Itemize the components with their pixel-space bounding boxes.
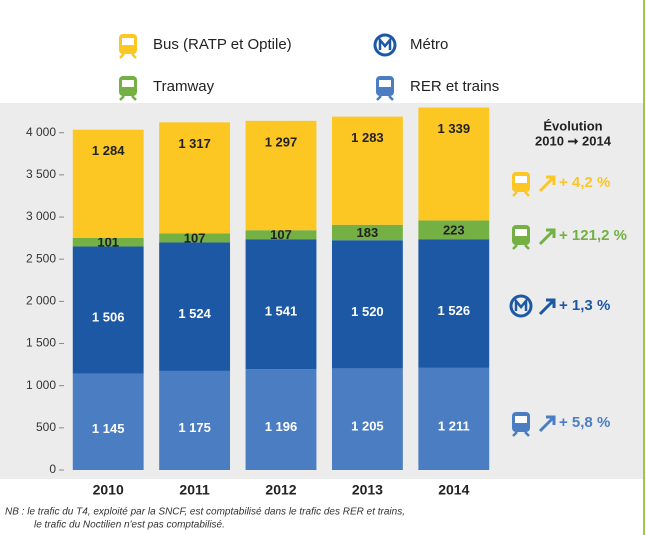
y-tick-label: 3 500 — [26, 167, 56, 181]
icon — [514, 297, 528, 311]
bar-segment — [331, 116, 403, 225]
bar-segment — [331, 240, 403, 369]
bar-segment — [159, 370, 231, 470]
bar-segment — [159, 242, 231, 371]
icon — [376, 95, 394, 101]
legend-label: RER et trains — [410, 78, 499, 95]
value-label: 1 520 — [351, 304, 384, 319]
value-label: 1 524 — [178, 306, 211, 321]
icon — [122, 80, 134, 87]
bar-segment — [72, 246, 144, 374]
value-label: 1 145 — [92, 421, 125, 436]
y-tick-label: 1 000 — [26, 378, 56, 392]
bar-segment — [418, 220, 490, 240]
bar-segment — [418, 107, 490, 221]
x-tick-label: 2010 — [93, 482, 124, 498]
value-label: 1 541 — [265, 304, 298, 319]
value-label: 1 526 — [438, 303, 471, 318]
bar-segment — [72, 373, 144, 470]
bar-segment — [159, 122, 231, 234]
icon — [512, 191, 530, 197]
icon — [379, 80, 391, 87]
value-label: 1 196 — [265, 419, 298, 434]
icon — [515, 229, 527, 236]
icon — [373, 33, 397, 57]
trend-arrow — [538, 298, 556, 316]
footnote: NB : le trafic du T4, exploité par la SN… — [5, 507, 405, 518]
value-label: 1 317 — [178, 136, 211, 151]
bar-segment — [245, 230, 317, 240]
evolution-label: + 1,3 % — [559, 297, 610, 314]
icon — [122, 38, 134, 45]
y-tick-label: 2 000 — [26, 294, 56, 308]
bar-segment — [245, 120, 317, 231]
y-tick-label: 500 — [36, 420, 56, 434]
value-label: 223 — [443, 222, 465, 237]
trend-arrow — [538, 175, 556, 193]
bar-segment — [331, 224, 403, 241]
value-label: 101 — [97, 235, 119, 250]
value-label: 1 297 — [265, 134, 298, 149]
evolution-period: 2010 ➞ 2014 — [535, 133, 612, 148]
evolution-label: + 4,2 % — [559, 174, 610, 191]
trend-arrow — [538, 228, 556, 246]
legend-label: Tramway — [153, 78, 215, 95]
bar-segment — [418, 367, 490, 470]
bar-segment — [245, 369, 317, 470]
y-tick-label: 1 500 — [26, 336, 56, 350]
icon — [512, 431, 530, 437]
icon — [378, 36, 392, 50]
value-label: 107 — [184, 230, 206, 245]
x-tick-label: 2013 — [352, 482, 383, 498]
legend-label: Métro — [410, 36, 448, 53]
bar-segment — [72, 237, 144, 247]
icon — [119, 53, 137, 59]
evolution-title: Évolution — [543, 118, 602, 133]
bar-segment — [245, 239, 317, 370]
y-tick-label: 0 — [49, 462, 56, 476]
y-tick-label: 2 500 — [26, 251, 56, 265]
value-label: 1 339 — [438, 121, 471, 136]
icon — [512, 244, 530, 250]
icon — [515, 416, 527, 423]
evolution-label: + 5,8 % — [559, 414, 610, 431]
value-label: 1 506 — [92, 309, 125, 324]
trend-arrow — [538, 415, 556, 433]
icon — [515, 176, 527, 183]
y-tick-label: 4 000 — [26, 125, 56, 139]
value-label: 1 175 — [178, 420, 211, 435]
icon — [509, 294, 533, 318]
value-label: 1 284 — [92, 143, 125, 158]
x-tick-label: 2012 — [265, 482, 296, 498]
bar-segment — [418, 239, 490, 368]
evolution-label: + 121,2 % — [559, 227, 627, 244]
icon — [119, 95, 137, 101]
value-label: 107 — [270, 227, 292, 242]
value-label: 183 — [357, 225, 379, 240]
bar-segment — [159, 233, 231, 243]
value-label: 1 283 — [351, 130, 384, 145]
y-tick-label: 3 000 — [26, 209, 56, 223]
bar-segment — [72, 129, 144, 238]
legend-label: Bus (RATP et Optile) — [153, 36, 292, 53]
x-tick-label: 2014 — [438, 482, 469, 498]
footnote: le trafic du Noctilien n'est pas comptab… — [34, 520, 225, 531]
value-label: 1 211 — [438, 418, 470, 433]
x-tick-label: 2011 — [179, 482, 210, 498]
value-label: 1 205 — [351, 419, 384, 434]
bar-segment — [331, 368, 403, 470]
